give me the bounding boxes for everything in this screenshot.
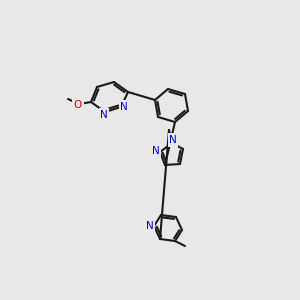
Text: N: N [169, 135, 177, 145]
Text: N: N [100, 110, 108, 120]
Text: N: N [120, 102, 128, 112]
Text: O: O [74, 100, 82, 110]
Text: N: N [146, 221, 154, 231]
Text: N: N [152, 146, 160, 156]
